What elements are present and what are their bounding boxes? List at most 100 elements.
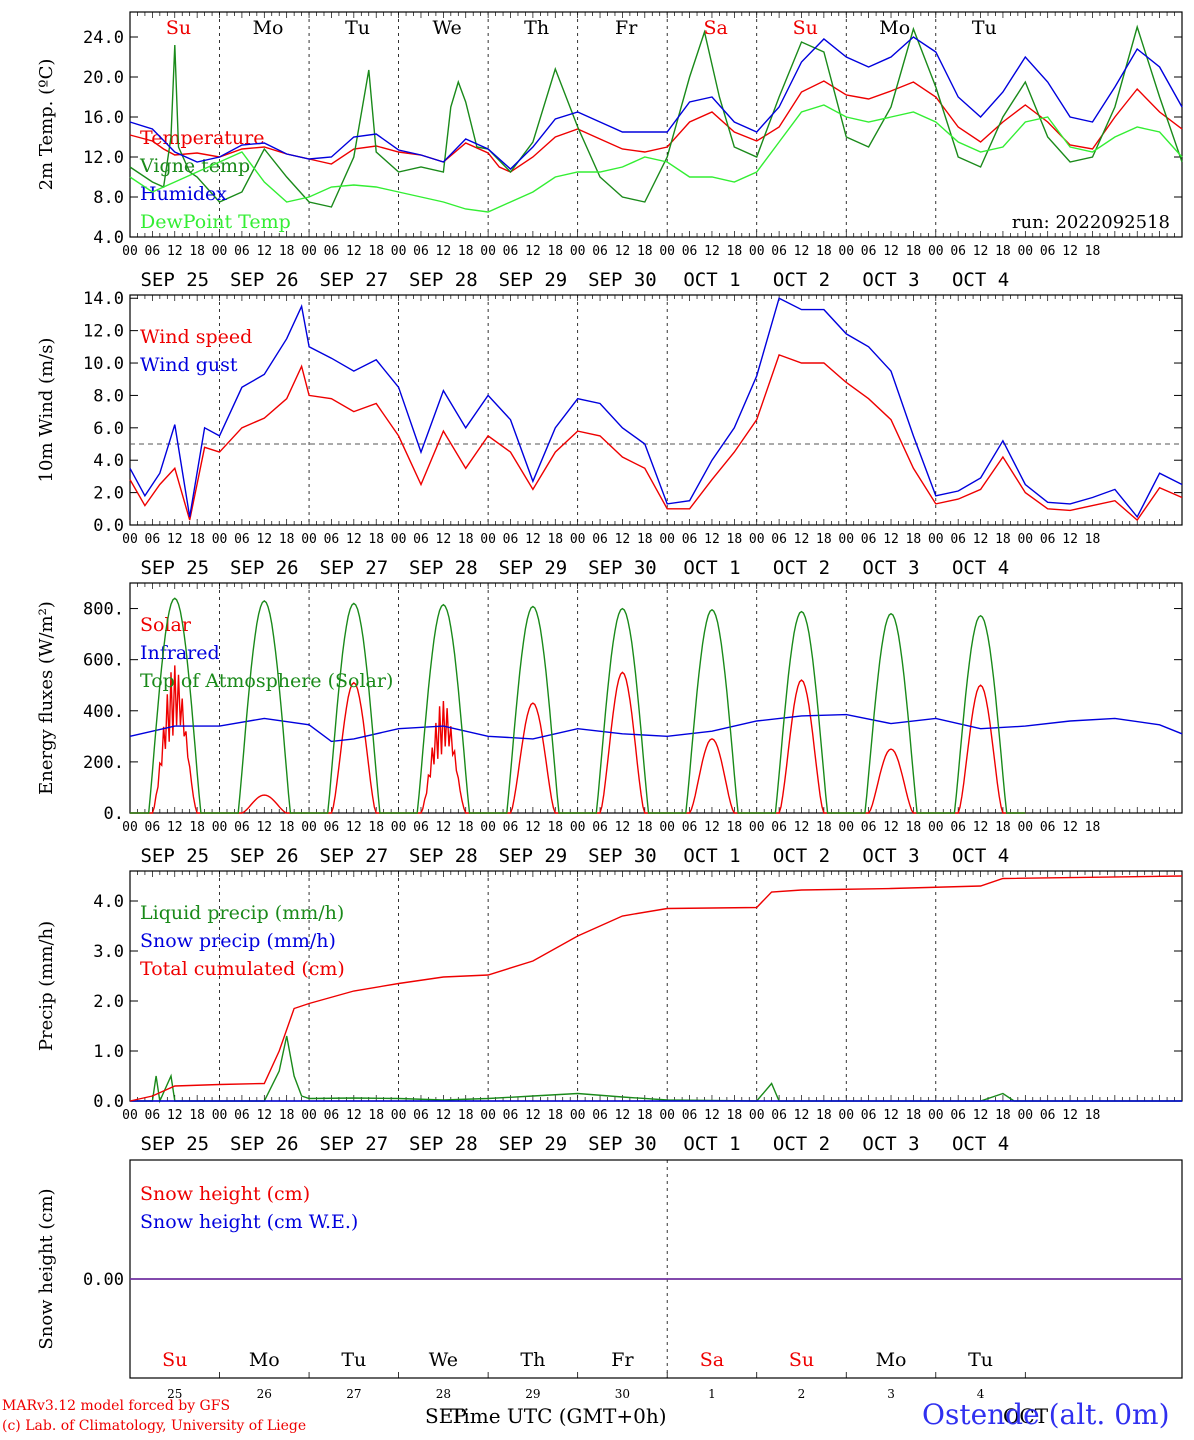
hour-tick-label: 18: [458, 1108, 474, 1123]
hour-tick-label: 18: [368, 820, 384, 835]
weekday-label: Su: [166, 17, 191, 39]
hour-tick-label: 18: [368, 244, 384, 259]
date-label: SEP 28: [409, 269, 478, 291]
date-label: OCT 1: [683, 1133, 740, 1155]
hour-tick-label: 06: [145, 1108, 161, 1123]
hour-tick-label: 12: [1062, 1108, 1078, 1123]
hour-tick-label: 06: [1040, 1108, 1056, 1123]
hour-tick-label: 12: [167, 820, 183, 835]
y-axis-title: Precip (mm/h): [36, 921, 57, 1051]
y-axis-title: 2m Temp. (ºC): [36, 59, 57, 191]
hour-tick-label: 06: [771, 532, 787, 547]
hour-tick-label: 18: [727, 820, 743, 835]
legend-entry: Humidex: [140, 183, 227, 205]
y-tick-label: 2.0: [93, 484, 124, 504]
hour-tick-label: 00: [212, 1108, 228, 1123]
hour-tick-label: 18: [906, 244, 922, 259]
hour-tick-label: 06: [503, 1108, 519, 1123]
hour-tick-label: 12: [704, 820, 720, 835]
hour-tick-label: 00: [212, 820, 228, 835]
legend-entry: Total cumulated (cm): [140, 958, 345, 980]
day-number-label: 27: [346, 1387, 361, 1401]
y-tick-label: 16.0: [83, 108, 124, 128]
panel-snow: 0.00 Snow height (cm) Snow height (cm) Snow…: [36, 1159, 1183, 1401]
legend-entry: Snow precip (mm/h): [140, 930, 336, 952]
panel-wind: 00 06 12 18 00 06 12 18 00 06 12 18 00 06 12 18 00 06 12 18…: [36, 289, 1183, 579]
hour-tick-label: 12: [615, 532, 631, 547]
date-label: SEP 30: [588, 1133, 657, 1155]
date-label: OCT 4: [952, 557, 1009, 579]
day-number-label: 29: [525, 1387, 540, 1401]
legend-entry: DewPoint Temp: [140, 211, 291, 233]
series-line: [129, 875, 1183, 1102]
date-label: SEP 27: [320, 1133, 389, 1155]
hour-tick-label: 18: [547, 244, 563, 259]
legend-entry: Wind gust: [140, 354, 238, 376]
hour-tick-label: 12: [1062, 532, 1078, 547]
hour-tick-label: 00: [480, 820, 496, 835]
weekday-label: Mo: [249, 1349, 280, 1371]
date-label: OCT 4: [952, 1133, 1009, 1155]
hour-tick-label: 12: [704, 244, 720, 259]
hour-tick-label: 18: [547, 820, 563, 835]
date-label: SEP 27: [320, 845, 389, 867]
hour-tick-label: 12: [794, 820, 810, 835]
hour-tick-label: 18: [816, 1108, 832, 1123]
hour-tick-label: 12: [615, 1108, 631, 1123]
date-label: OCT 1: [683, 845, 740, 867]
hour-tick-label: 00: [659, 820, 675, 835]
hour-tick-label: 18: [995, 532, 1011, 547]
hour-tick-label: 12: [883, 820, 899, 835]
hour-tick-label: 06: [682, 244, 698, 259]
hour-tick-label: 18: [637, 1108, 653, 1123]
weekday-label: Fr: [611, 1349, 634, 1371]
hour-tick-label: 06: [324, 532, 340, 547]
y-tick-label: 14.0: [83, 289, 124, 309]
hour-tick-label: 12: [883, 1108, 899, 1123]
legend-entry: Snow height (cm): [140, 1183, 310, 1205]
date-label: SEP 25: [140, 557, 209, 579]
y-tick-label: 12.0: [83, 322, 124, 342]
hour-tick-label: 00: [838, 532, 854, 547]
panel-frame: [129, 294, 1183, 526]
y-tick-label: 400.: [83, 702, 124, 722]
hour-tick-label: 00: [480, 1108, 496, 1123]
hour-tick-label: 18: [189, 820, 205, 835]
hour-tick-label: 12: [256, 532, 272, 547]
hour-tick-label: 12: [436, 1108, 452, 1123]
series-line: [129, 24, 1183, 208]
date-label: OCT 3: [862, 269, 919, 291]
date-label: OCT 2: [773, 557, 830, 579]
lab-credit: (c) Lab. of Climatology, University of L…: [2, 1418, 307, 1434]
panel-energy: 00 06 12 18 00 06 12 18 00 06 12 18 00 06 12 18 00 06 12 18…: [36, 582, 1183, 867]
x-axis-title: Time UTC (GMT+0h): [450, 1404, 667, 1428]
date-label: SEP 28: [409, 845, 478, 867]
hour-tick-label: 06: [234, 1108, 250, 1123]
y-tick-label: 0.0: [93, 516, 124, 536]
hour-tick-label: 00: [1017, 532, 1033, 547]
hour-tick-label: 06: [682, 532, 698, 547]
hour-tick-label: 06: [950, 532, 966, 547]
hour-tick-label: 18: [816, 820, 832, 835]
y-tick-label: 1.0: [93, 1042, 124, 1062]
weekday-label: Th: [524, 17, 549, 39]
hour-tick-label: 18: [906, 1108, 922, 1123]
hour-tick-label: 00: [122, 1108, 138, 1123]
series-line: [130, 1035, 1182, 1104]
hour-tick-label: 00: [570, 1108, 586, 1123]
hour-tick-label: 00: [838, 244, 854, 259]
y-tick-label: 12.0: [83, 148, 124, 168]
hour-tick-label: 18: [279, 820, 295, 835]
y-tick-label: 10.0: [83, 354, 124, 374]
date-label: OCT 4: [952, 845, 1009, 867]
hour-tick-label: 06: [234, 820, 250, 835]
weekday-label: Mo: [253, 17, 284, 39]
hour-tick-label: 12: [436, 532, 452, 547]
hour-tick-label: 18: [906, 820, 922, 835]
weekday-label: Mo: [876, 1349, 907, 1371]
legend-entry: Liquid precip (mm/h): [140, 902, 344, 924]
y-tick-label: 4.0: [93, 228, 124, 248]
legend-entry: Top of Atmosphere (Solar): [140, 670, 393, 692]
hour-tick-label: 12: [883, 532, 899, 547]
hour-tick-label: 12: [525, 532, 541, 547]
